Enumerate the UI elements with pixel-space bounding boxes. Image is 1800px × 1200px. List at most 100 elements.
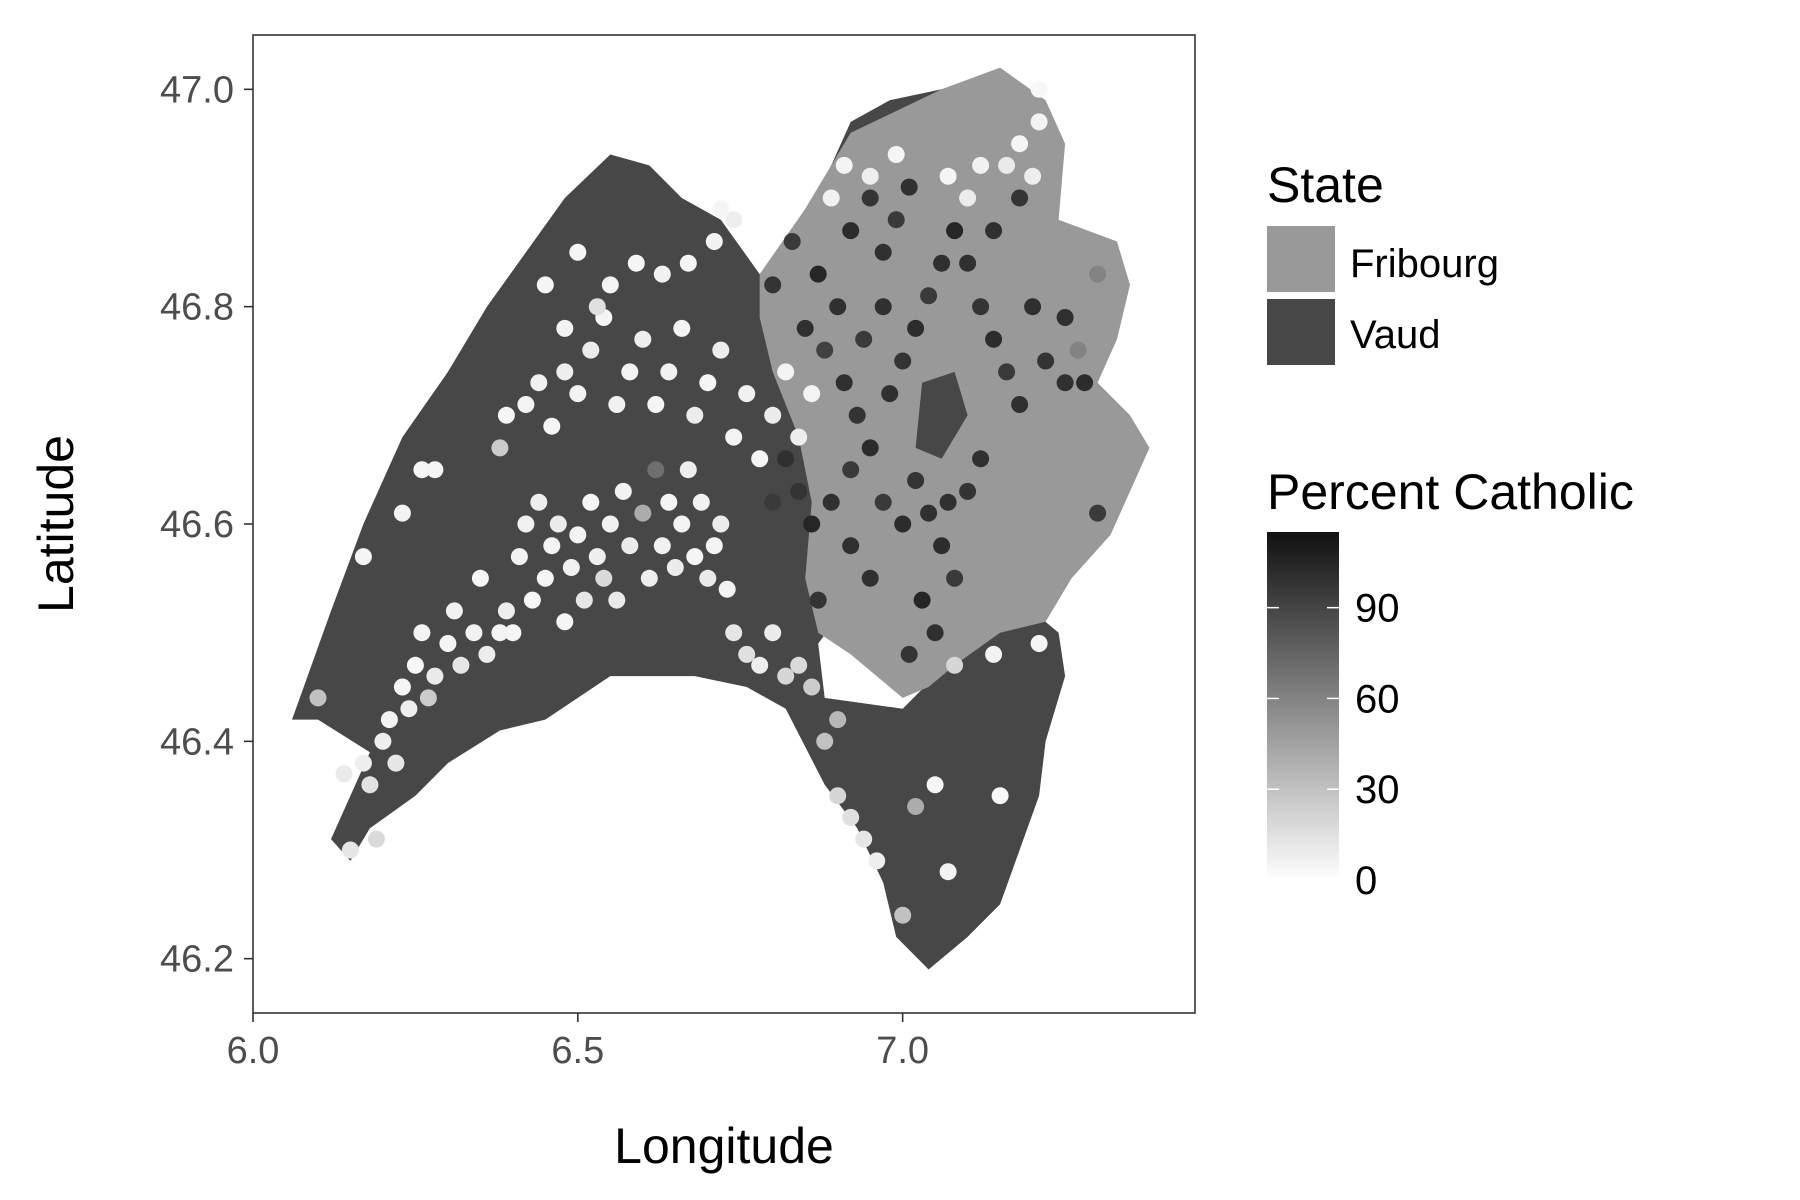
data-point xyxy=(972,450,990,468)
data-point xyxy=(725,211,743,229)
data-point xyxy=(920,287,938,305)
data-point xyxy=(699,374,717,392)
data-point xyxy=(718,580,736,598)
data-point xyxy=(796,319,814,337)
data-point xyxy=(855,830,873,848)
data-point xyxy=(894,906,912,924)
data-point xyxy=(354,754,372,772)
data-point xyxy=(1030,113,1048,131)
data-point xyxy=(803,678,821,696)
data-point xyxy=(738,385,756,403)
data-point xyxy=(900,178,918,196)
data-point xyxy=(393,504,411,522)
data-point xyxy=(491,439,509,457)
data-point xyxy=(907,472,925,489)
y-axis: 46.2 46.4 46.6 46.8 47.0 xyxy=(160,69,253,981)
data-point xyxy=(582,493,600,511)
colorbar-tick-label: 90 xyxy=(1355,587,1400,631)
data-point xyxy=(907,319,925,337)
data-point xyxy=(673,515,691,533)
data-point xyxy=(445,602,463,620)
data-point xyxy=(634,330,652,348)
state-legend-title: State xyxy=(1267,157,1384,213)
colorbar-tick-label: 60 xyxy=(1355,677,1400,721)
data-point xyxy=(751,450,769,468)
data-point xyxy=(705,537,723,555)
data-point xyxy=(686,548,704,566)
data-point xyxy=(829,787,847,805)
data-point xyxy=(855,330,873,348)
data-point xyxy=(790,656,808,674)
data-point xyxy=(608,591,626,609)
data-point xyxy=(972,156,990,174)
data-point xyxy=(939,863,957,881)
data-point xyxy=(816,732,834,750)
data-point xyxy=(946,569,964,587)
data-point xyxy=(1030,635,1048,652)
data-point xyxy=(595,569,613,587)
data-point xyxy=(764,406,782,424)
data-point xyxy=(627,254,645,272)
data-point xyxy=(692,493,710,511)
data-point xyxy=(530,493,548,511)
colorbar-ticks: 0 30 60 90 xyxy=(1267,587,1400,903)
data-point xyxy=(341,841,359,859)
data-point xyxy=(660,363,678,381)
data-point xyxy=(939,167,957,185)
data-point xyxy=(705,233,723,250)
data-point xyxy=(653,265,671,283)
data-point xyxy=(887,146,905,163)
data-point xyxy=(933,254,951,272)
data-point xyxy=(790,482,808,500)
data-point xyxy=(881,385,899,403)
data-point xyxy=(777,667,795,685)
data-point xyxy=(413,624,431,642)
data-point xyxy=(868,852,886,870)
data-point xyxy=(842,222,860,240)
legend-key-fribourg xyxy=(1267,226,1335,292)
data-point xyxy=(998,156,1016,174)
legend-key-vaud xyxy=(1267,299,1335,365)
data-point xyxy=(972,298,990,316)
legend-label-fribourg: Fribourg xyxy=(1350,242,1499,286)
data-point xyxy=(959,254,977,272)
data-point xyxy=(842,808,860,826)
data-point xyxy=(569,243,587,261)
data-point xyxy=(835,156,853,174)
data-point xyxy=(920,504,938,522)
y-tick-label: 46.8 xyxy=(160,287,234,329)
data-point xyxy=(582,341,600,359)
data-point xyxy=(452,656,470,674)
data-point xyxy=(569,385,587,403)
data-point xyxy=(751,656,769,674)
data-point xyxy=(939,493,957,511)
data-point xyxy=(959,482,977,500)
data-point xyxy=(861,439,879,457)
data-point xyxy=(777,363,795,381)
data-point xyxy=(380,711,398,729)
data-point xyxy=(621,537,639,555)
data-point xyxy=(1024,298,1042,316)
data-point xyxy=(933,537,951,555)
data-point xyxy=(634,504,652,522)
data-point xyxy=(517,396,535,413)
data-point xyxy=(764,493,782,511)
data-point xyxy=(361,776,379,794)
percent-catholic-legend: Percent Catholic 0 30 60 90 xyxy=(1267,464,1634,903)
data-point xyxy=(985,330,1003,348)
y-axis-title: Latitude xyxy=(28,435,84,613)
data-point xyxy=(874,243,892,261)
data-point xyxy=(406,656,424,674)
data-point xyxy=(1030,80,1048,98)
data-point xyxy=(803,515,821,533)
data-point xyxy=(946,222,964,240)
data-point xyxy=(601,276,619,294)
data-point xyxy=(985,645,1003,663)
x-axis-title: Longitude xyxy=(614,1118,834,1174)
data-point xyxy=(621,363,639,381)
data-point xyxy=(556,363,574,381)
data-point xyxy=(874,493,892,511)
data-point xyxy=(497,602,515,620)
data-point xyxy=(959,189,977,207)
